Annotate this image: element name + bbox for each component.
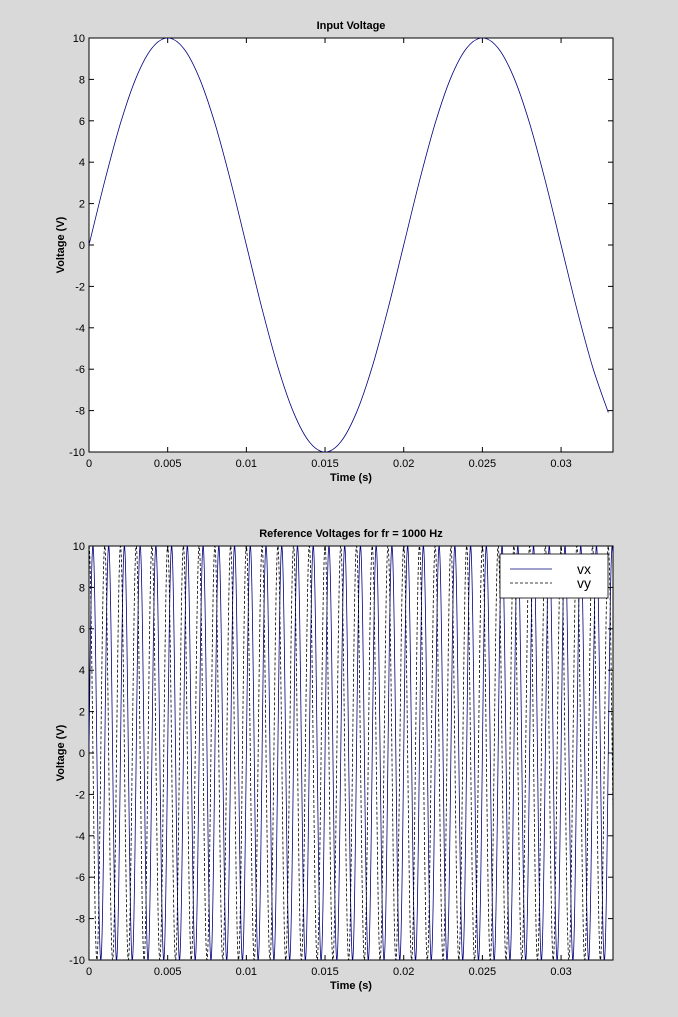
x-tick-label: 0: [86, 458, 92, 470]
y-tick-label: 6: [79, 116, 85, 128]
reference-voltages-chart: 0 0.005 0.01 0.015 0.02 0.025 0.03 -10 -8 -6 -4 -2 0…: [55, 528, 614, 992]
series-group: [89, 38, 609, 452]
y-tick-label: -10: [69, 447, 85, 459]
series-line-series-0: [89, 38, 609, 452]
x-tick-label: 0.015: [311, 458, 339, 470]
y-tick-label: 2: [79, 199, 85, 211]
x-axis-label: Time (s): [330, 472, 372, 484]
y-tick-label: 4: [79, 157, 85, 169]
x-tick-label: 0.015: [311, 966, 339, 978]
y-tick-label: -2: [75, 281, 85, 293]
legend-label-vy: vy: [577, 575, 591, 591]
x-tick-label: 0.01: [236, 458, 257, 470]
y-tick-label: 4: [79, 665, 85, 677]
legend-label-vx: vx: [577, 561, 591, 577]
y-axis-label: Voltage (V): [55, 216, 67, 273]
y-tick-label: 8: [79, 582, 85, 594]
y-tick-label: -6: [75, 364, 85, 376]
x-axis-label: Time (s): [330, 980, 372, 992]
y-tick-label: -8: [75, 914, 85, 926]
y-tick-label: -2: [75, 789, 85, 801]
y-tick-label: 8: [79, 74, 85, 86]
y-tick-label: 10: [73, 33, 85, 45]
x-tick-label: 0: [86, 966, 92, 978]
x-tick-label: 0.02: [393, 966, 414, 978]
input-voltage-chart: 0 0.005 0.01 0.015 0.02 0.025 0.03 -10 -8 -6 -4 -2 0…: [55, 20, 614, 484]
y-tick-label: -8: [75, 406, 85, 418]
y-tick-label: 6: [79, 624, 85, 636]
x-tick-label: 0.03: [550, 966, 571, 978]
x-tick-label: 0.01: [236, 966, 257, 978]
x-tick-label: 0.005: [154, 966, 182, 978]
y-tick-label: -4: [75, 831, 85, 843]
x-tick-label: 0.005: [154, 458, 182, 470]
series-line-vy: [89, 546, 613, 960]
y-axis-label: Voltage (V): [55, 724, 67, 781]
y-tick-label: -6: [75, 872, 85, 884]
series-line-vx: [89, 546, 613, 960]
chart-title: Input Voltage: [317, 20, 386, 32]
y-tick-label: -4: [75, 323, 85, 335]
series-group: [89, 546, 613, 960]
y-tick-label: 2: [79, 707, 85, 719]
y-tick-label: 0: [79, 240, 85, 252]
x-tick-label: 0.025: [469, 458, 497, 470]
x-tick-label: 0.03: [550, 458, 571, 470]
y-tick-label: 10: [73, 541, 85, 553]
y-tick-label: -10: [69, 955, 85, 967]
plot-area: [88, 37, 614, 453]
x-tick-label: 0.02: [393, 458, 414, 470]
x-tick-label: 0.025: [469, 966, 497, 978]
legend-box: [499, 553, 609, 599]
chart-title: Reference Voltages for fr = 1000 Hz: [259, 528, 443, 540]
y-tick-label: 0: [79, 748, 85, 760]
